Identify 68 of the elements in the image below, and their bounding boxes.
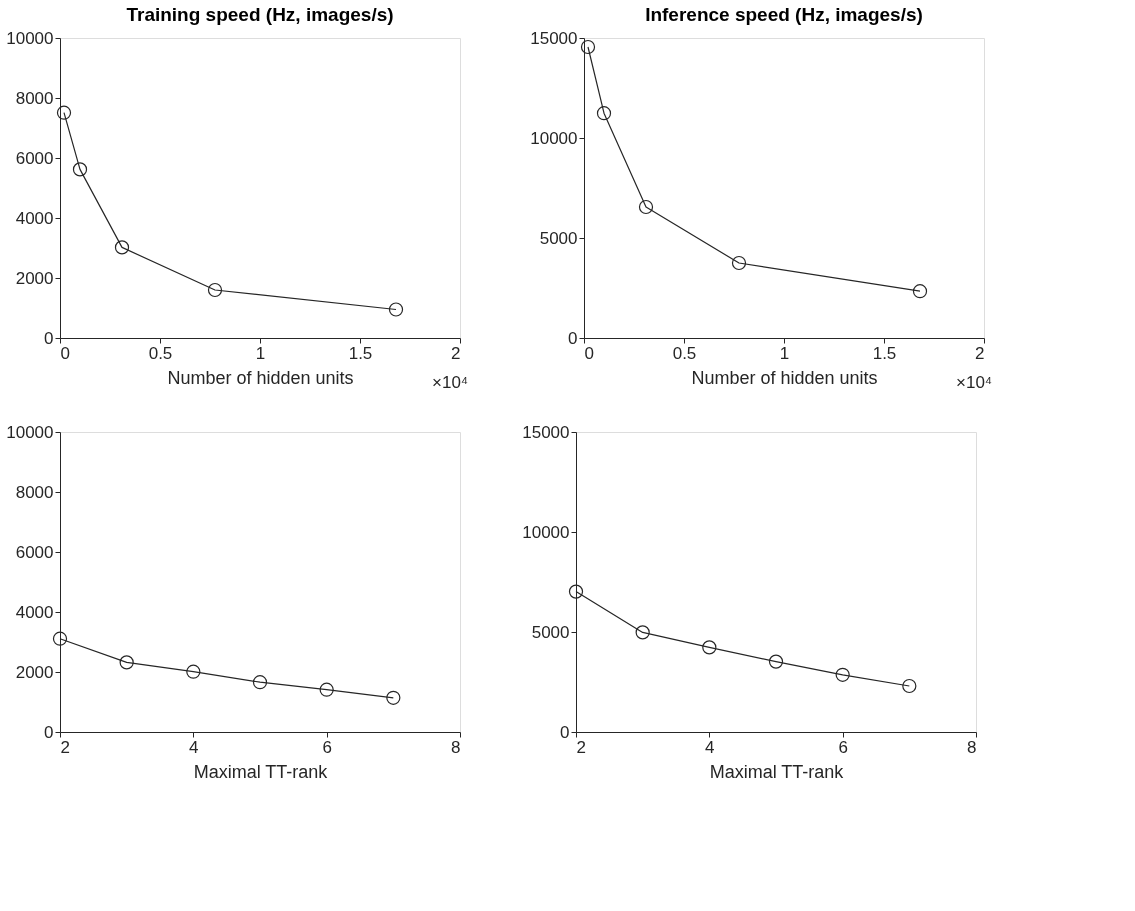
x-tick-label: 2 [975, 343, 985, 363]
y-tick-label: 5000 [539, 228, 578, 248]
x-tick-label: 8 [451, 737, 461, 757]
chart-title: Inference speed (Hz, images/s) [645, 4, 923, 25]
y-tick-label: 0 [44, 722, 54, 742]
point [731, 255, 747, 271]
x-tick-label: 1 [255, 343, 266, 363]
point [568, 584, 584, 599]
point [912, 284, 928, 299]
point [186, 664, 201, 679]
x-tick-label: 0 [60, 343, 70, 363]
x-axis-title: Maximal TT-rank [709, 761, 845, 782]
point [768, 654, 784, 669]
point [56, 105, 72, 120]
x-tick-label: 2 [451, 343, 461, 363]
x-tick-label: 6 [322, 737, 332, 757]
x-tick-label: 4 [189, 737, 199, 757]
point [207, 282, 223, 298]
y-tick-label: 6000 [15, 148, 54, 168]
y-tick-label: 2000 [15, 268, 54, 288]
x-tick-label: 0.5 [672, 343, 697, 363]
y-tick-label: 6000 [15, 542, 54, 562]
point [252, 675, 268, 690]
point [319, 682, 334, 697]
y-tick-label: 4000 [15, 602, 54, 622]
y-tick-label: 2000 [15, 662, 54, 682]
x-tick-label: 2 [60, 737, 70, 757]
y-tick-label: 10000 [6, 422, 54, 442]
point [114, 240, 130, 255]
x-tick-label: 0 [584, 343, 594, 363]
point [72, 162, 88, 177]
x-tick-label: 0.5 [148, 343, 173, 363]
y-tick-label: 10000 [522, 522, 570, 542]
x-tick-label: 2 [576, 737, 586, 757]
y-tick-label: 15000 [522, 422, 570, 442]
point [835, 667, 850, 682]
point [388, 302, 404, 317]
x-tick-label: 1.5 [872, 343, 897, 363]
x-tick-label: 1.5 [348, 343, 373, 363]
y-tick-label: 15000 [530, 28, 578, 48]
point [119, 655, 134, 670]
x-axis-title: Number of hidden units [691, 367, 878, 388]
x-axis-title: Number of hidden units [167, 367, 354, 388]
x-tick-label: 8 [967, 737, 977, 757]
point [386, 690, 401, 705]
text: ×10⁴ [956, 373, 993, 392]
x-tick-label: 6 [838, 737, 848, 757]
y-tick-label: 0 [568, 328, 578, 348]
y-tick-label: 0 [44, 328, 54, 348]
y-tick-label: 8000 [15, 482, 54, 502]
text: ×10⁴ [432, 373, 469, 392]
point [52, 631, 68, 646]
x-tick-label: 4 [705, 737, 715, 757]
x-tick-label: 1 [779, 343, 790, 363]
y-tick-label: 4000 [15, 208, 54, 228]
y-tick-label: 0 [560, 722, 570, 742]
point [902, 678, 917, 694]
point [596, 106, 612, 121]
y-tick-label: 10000 [6, 28, 54, 48]
point [702, 640, 717, 655]
point [638, 199, 654, 215]
point [580, 39, 596, 55]
x-axis-title: Maximal TT-rank [193, 761, 329, 782]
chart-title: Training speed (Hz, images/s) [126, 4, 394, 25]
y-tick-label: 10000 [530, 128, 578, 148]
y-tick-label: 5000 [531, 622, 570, 642]
y-tick-label: 8000 [15, 88, 54, 108]
point [635, 625, 650, 640]
